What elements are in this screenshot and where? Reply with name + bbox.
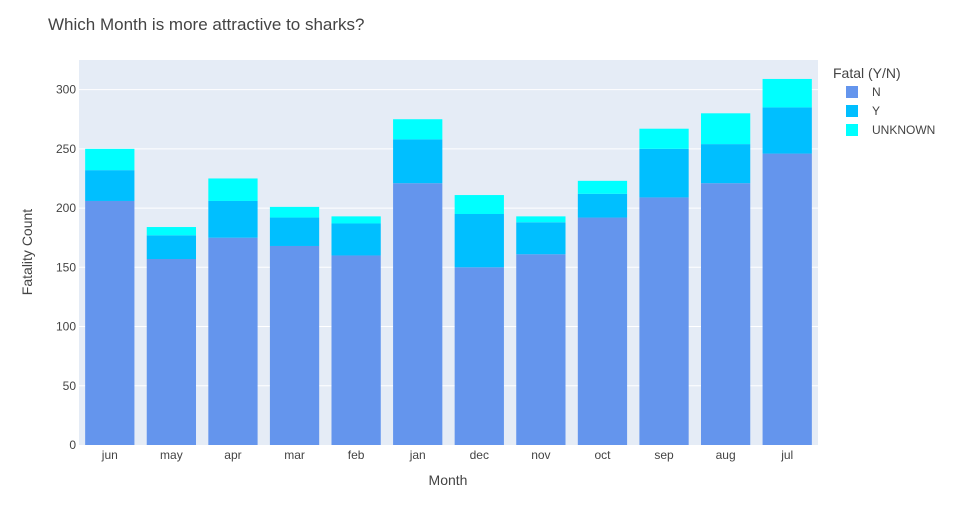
x-tick-label: oct [594, 448, 611, 462]
x-tick-label: apr [224, 448, 241, 462]
legend-item-n[interactable]: N [846, 85, 881, 99]
bar-segment-unknown-jan[interactable] [393, 119, 443, 140]
legend-swatch [846, 105, 858, 117]
x-tick-label: dec [470, 448, 489, 462]
bar-segment-unknown-sep[interactable] [639, 128, 689, 149]
bar-segment-y-mar[interactable] [269, 217, 320, 246]
bar-segment-y-apr[interactable] [208, 200, 258, 238]
legend: Fatal (Y/N) NY UNKNOWN [833, 65, 935, 137]
x-tick-label: jun [101, 448, 118, 462]
bar-segment-unknown-may[interactable] [146, 227, 197, 236]
x-axis-title: Month [429, 472, 468, 488]
bar-segment-unknown-apr[interactable] [208, 178, 258, 201]
x-tick-label: mar [284, 448, 305, 462]
bar-segment-y-jun[interactable] [85, 170, 135, 201]
bar-segment-unknown-dec[interactable] [454, 195, 504, 214]
bar-segment-y-sep[interactable] [639, 148, 689, 198]
x-tick-label: feb [348, 448, 365, 462]
chart-title: Which Month is more attractive to sharks… [48, 15, 365, 34]
plot-background [79, 60, 818, 445]
y-tick-label: 250 [56, 142, 76, 156]
legend-label: Y [872, 104, 880, 118]
bar-segment-n-apr[interactable] [208, 237, 258, 445]
bar-segment-n-feb[interactable] [331, 255, 381, 445]
bar-segment-y-oct[interactable] [577, 193, 628, 218]
bar-segment-y-aug[interactable] [700, 144, 751, 184]
legend-title: Fatal (Y/N) [833, 65, 901, 81]
y-tick-label: 0 [69, 438, 76, 452]
bar-segment-n-jul[interactable] [762, 153, 812, 446]
legend-swatch [846, 124, 858, 136]
bar-segment-unknown-feb[interactable] [331, 216, 381, 224]
y-tick-label: 50 [63, 379, 77, 393]
y-tick-label: 200 [56, 201, 76, 215]
bar-segment-unknown-mar[interactable] [269, 206, 320, 218]
plot-area: 0 50 100 150 200 250 300 jun may apr mar feb jan dec n… [56, 60, 818, 462]
bar-segment-y-dec[interactable] [454, 214, 504, 268]
y-tick-label: 300 [56, 83, 76, 97]
bar-segment-n-jun[interactable] [85, 200, 135, 445]
bar-segment-unknown-oct[interactable] [577, 180, 628, 194]
x-tick-label: jul [780, 448, 793, 462]
x-tick-label: may [160, 448, 183, 462]
legend-swatch [846, 86, 858, 98]
bar-segment-n-aug[interactable] [700, 183, 751, 445]
legend-item-unknown[interactable]: UNKNOWN [846, 123, 935, 137]
y-tick-label: 100 [56, 320, 76, 334]
bar-segment-unknown-jun[interactable] [85, 148, 135, 171]
x-tick-label: aug [716, 448, 736, 462]
bar-segment-n-jan[interactable] [393, 183, 443, 445]
x-tick-label: jan [409, 448, 426, 462]
y-tick-label: 150 [56, 260, 76, 274]
bar-segment-unknown-aug[interactable] [700, 113, 751, 145]
bar-segment-unknown-nov[interactable] [516, 216, 566, 223]
bar-segment-y-feb[interactable] [331, 223, 381, 256]
bar-segment-n-nov[interactable] [516, 254, 566, 445]
bar-segment-n-oct[interactable] [577, 217, 628, 445]
bar-segment-n-dec[interactable] [454, 267, 504, 445]
legend-label: N [872, 85, 881, 99]
bar-segment-n-mar[interactable] [269, 245, 320, 445]
bar-segment-y-nov[interactable] [516, 222, 566, 255]
bar-segment-y-may[interactable] [146, 235, 197, 260]
legend-label: UNKNOWN [872, 123, 935, 137]
bar-segment-unknown-jul[interactable] [762, 78, 812, 108]
y-axis-title: Fatality Count [19, 209, 35, 295]
bar-segment-n-sep[interactable] [639, 197, 689, 445]
x-tick-label: nov [531, 448, 550, 462]
x-tick-label: sep [654, 448, 674, 462]
bar-segment-y-jan[interactable] [393, 139, 443, 184]
bar-segment-y-jul[interactable] [762, 107, 812, 154]
legend-item-y[interactable]: Y [846, 104, 880, 118]
bar-segment-n-may[interactable] [146, 259, 197, 445]
